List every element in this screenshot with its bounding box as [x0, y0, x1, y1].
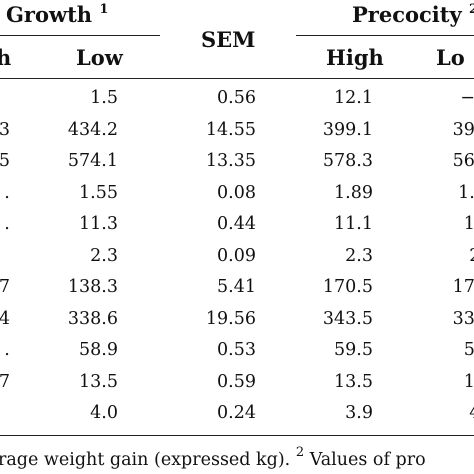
table-cell-c2: 0.08 — [217, 182, 256, 203]
footnote-marker-2: 2 — [295, 445, 305, 460]
table-cell-c2: 0.44 — [217, 214, 256, 234]
table-cell-c3: 578.3 — [322, 151, 373, 171]
table-cell-c3: 399.1 — [322, 119, 373, 140]
table-cell-c1: 1.55 — [79, 182, 118, 203]
table-cell-c1: 4.0 — [90, 403, 118, 423]
table-cell-c3: 1.89 — [334, 182, 373, 203]
table-cell-c3: 2.3 — [345, 245, 373, 266]
table-cell-c1: 13.5 — [79, 371, 118, 392]
table-cell-c4: 1.7 — [458, 182, 474, 203]
subheader-low-right-label: Lo — [436, 45, 465, 70]
table-cell-c1: 574.1 — [67, 151, 118, 171]
precocity-group-rule — [296, 35, 474, 36]
table-cell-c3: 59.5 — [334, 340, 373, 360]
table-cell-c2: 0.24 — [217, 403, 256, 423]
table-cell-c0: ․ — [4, 214, 10, 234]
subheader-low-right: Lo — [436, 46, 465, 70]
table-cell-c4: 59 — [463, 340, 474, 360]
footnote-text-a: rage weight gain (expressed kg). — [0, 450, 291, 470]
footnote-text-b: Values of pro — [309, 450, 426, 470]
subheader-low-left-label: Low — [76, 45, 123, 70]
table-cell-c4: 4. — [469, 402, 474, 424]
growth-group-rule — [0, 35, 160, 36]
table-cell-c2: 19.56 — [205, 308, 256, 329]
precocity-header-label: Precocity — [352, 2, 462, 27]
table-cell-c0: ․ — [4, 340, 10, 360]
table-cell-c2: 5.41 — [217, 277, 256, 297]
table-cell-c3: 12.1 — [334, 88, 373, 108]
table-cell-c0: 7 — [0, 277, 10, 297]
header-bottom-rule — [0, 78, 474, 79]
table-cell-c1: 1.5 — [90, 88, 118, 108]
growth-header-label: Growth — [6, 2, 93, 27]
table-cell-c1: 11.3 — [79, 214, 118, 234]
table-cell-c4: −3 — [460, 88, 474, 108]
table-cell-c2: 0.56 — [217, 88, 256, 108]
table-cell-c2: 0.53 — [217, 340, 256, 360]
table-cell-c0: ․ — [4, 182, 10, 203]
table-cell-c1: 338.6 — [67, 308, 118, 329]
table-cell-c0: 4 — [0, 308, 10, 329]
table-bottom-rule — [0, 435, 474, 436]
table-cell-c1: 2.3 — [90, 245, 118, 266]
table-cell-c3: 3.9 — [345, 403, 373, 423]
table-cell-c3: 11.1 — [334, 214, 373, 234]
table-cell-c1: 434.2 — [67, 119, 118, 140]
table-cell-c4: 392 — [452, 119, 474, 140]
footnote: rage weight gain (expressed kg). 2 Value… — [0, 445, 426, 473]
table-cell-c4: 338 — [452, 308, 474, 329]
growth-footnote-marker: 1 — [99, 2, 109, 17]
table-cell-c2: 14.55 — [205, 119, 256, 140]
table-cell-c0: 5 — [0, 151, 10, 171]
sem-header: SEM — [201, 28, 255, 52]
table-cell-c3: 13.5 — [334, 371, 373, 392]
table-cell-c0: 3 — [0, 119, 10, 140]
table-cell-c0: 7 — [0, 371, 10, 392]
table-cell-c3: 343.5 — [322, 308, 373, 329]
table-cell-c2: 13.35 — [205, 151, 256, 171]
table-cell-c4: 175 — [452, 277, 474, 297]
sem-header-label: SEM — [201, 27, 256, 52]
subheader-high-right: High — [326, 46, 384, 70]
table-cell-c3: 170.5 — [322, 277, 373, 297]
table-cell-c2: 0.59 — [217, 371, 256, 392]
precocity-footnote-marker: 2 — [469, 2, 474, 17]
subheader-high-left: h — [0, 46, 11, 70]
table-cell-c2: 0.09 — [217, 245, 256, 266]
subheader-low-left: Low — [76, 46, 123, 70]
subheader-high-left-label: h — [0, 45, 12, 70]
table-cell-c4: 10 — [463, 214, 474, 234]
table-cell-c4: 568 — [452, 151, 474, 171]
table-cell-c4: 2. — [469, 245, 474, 267]
table-cell-c1: 58.9 — [79, 340, 118, 360]
table-cell-c1: 138.3 — [67, 277, 118, 297]
precocity-header: Precocity 2 — [352, 2, 474, 31]
growth-header: Growth 1 — [6, 2, 109, 31]
subheader-high-right-label: High — [326, 45, 384, 70]
table-cell-c4: 13 — [463, 371, 474, 392]
